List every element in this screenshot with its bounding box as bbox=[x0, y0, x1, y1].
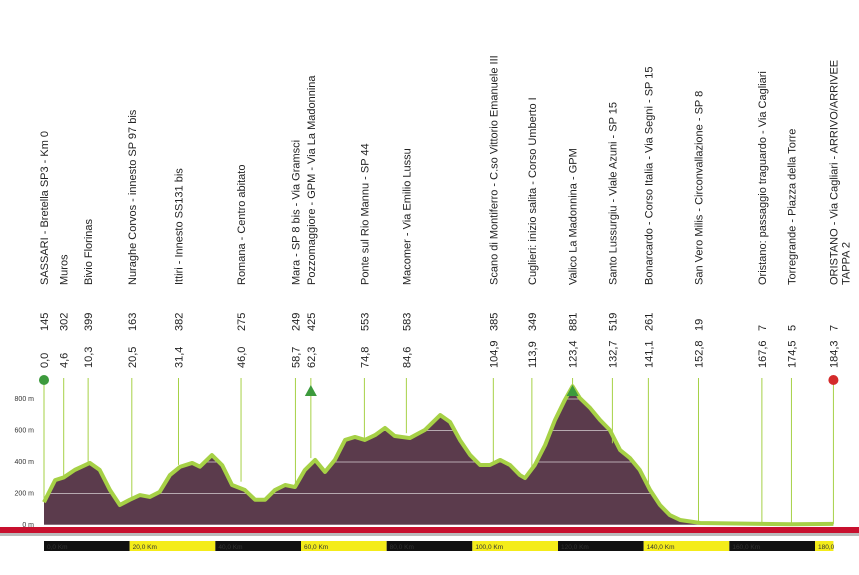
waypoint-name: Mara - SP 8 bis - Via Gramsci bbox=[290, 140, 302, 285]
scale-segment bbox=[301, 541, 387, 551]
y-tick-label: 200 m bbox=[15, 491, 35, 498]
waypoint-name: Pozzomaggiore - GPM - Via La Madonnina bbox=[306, 75, 318, 285]
ground-band bbox=[0, 527, 859, 533]
waypoint-name: Oristano: passaggio traguardo - Via Cagl… bbox=[757, 71, 769, 285]
waypoint-km: 84,6 bbox=[401, 347, 413, 368]
waypoint-altitude: 881 bbox=[568, 313, 580, 331]
waypoint-km: 0,0 bbox=[39, 353, 51, 368]
waypoint-altitude: 275 bbox=[236, 313, 248, 331]
waypoint-altitude: 7 bbox=[828, 325, 840, 331]
waypoint-altitude: 425 bbox=[306, 313, 318, 331]
ground-shadow bbox=[0, 533, 859, 536]
waypoint-name: ORISTANO - Via Cagliari - ARRIVO/ARRIVEE bbox=[828, 60, 840, 285]
waypoint-km: 123,4 bbox=[568, 340, 580, 368]
waypoint-name: Bonarcardo - Corso Italia - Via Segni - … bbox=[643, 67, 655, 286]
waypoint-altitude: 399 bbox=[83, 313, 95, 331]
y-tick-label: 0 m bbox=[22, 522, 34, 529]
waypoint-km: 167,6 bbox=[757, 340, 769, 368]
waypoint-name: Nuraghe Corvos - innesto SP 97 bis bbox=[127, 109, 139, 285]
waypoint-marker bbox=[828, 375, 839, 385]
waypoint-altitude: 163 bbox=[127, 313, 139, 331]
waypoint-altitude: 261 bbox=[643, 313, 655, 331]
waypoint-name: Romana - Centro abitato bbox=[236, 165, 248, 285]
waypoint-km: 104,9 bbox=[488, 340, 500, 368]
waypoint-name: SASSARI - Bretella SP3 - Km 0 bbox=[39, 131, 51, 285]
waypoint-name: Ittiri - Innesto SS131 bis bbox=[173, 168, 185, 285]
waypoint-name: Valico La Madonnina - GPM bbox=[568, 148, 580, 285]
scale-segment bbox=[215, 541, 301, 551]
waypoint-marker bbox=[39, 375, 49, 385]
waypoint-name: Muros bbox=[59, 254, 71, 285]
gpm-marker bbox=[566, 385, 579, 396]
waypoint-name: Santo Lussurgiu - Viale Azuni - SP 15 bbox=[607, 102, 619, 285]
x-tick-label: 120,0 Km bbox=[561, 544, 589, 551]
scale-segment bbox=[472, 541, 558, 551]
waypoint-km: 46,0 bbox=[236, 347, 248, 368]
waypoint-altitude: 519 bbox=[607, 313, 619, 331]
x-tick-label: 80,0 Km bbox=[390, 544, 414, 551]
waypoint-altitude: 553 bbox=[359, 313, 371, 331]
profile-area bbox=[44, 386, 834, 525]
scale-segment bbox=[386, 541, 473, 551]
waypoint-km: 113,9 bbox=[527, 341, 539, 368]
x-tick-label: 0,0 Km bbox=[47, 544, 68, 551]
waypoint-km: 4,6 bbox=[59, 353, 71, 368]
waypoint-altitude: 583 bbox=[401, 313, 413, 331]
y-tick-label: 400 m bbox=[15, 459, 35, 466]
waypoint-km: 132,7 bbox=[607, 340, 619, 368]
waypoint-name: Macomer - Via Emilio Lussu bbox=[401, 148, 413, 285]
x-tick-label: 140,0 Km bbox=[647, 544, 675, 551]
y-tick-label: 800 m bbox=[15, 396, 35, 403]
x-tick-label: 180,0 bbox=[818, 544, 835, 551]
waypoint-altitude: 385 bbox=[488, 313, 500, 331]
x-tick-label: 160,0 Km bbox=[732, 544, 760, 551]
scale-segment bbox=[44, 541, 130, 551]
scale-segment bbox=[129, 541, 216, 551]
waypoint-km: 184,3 bbox=[828, 340, 840, 368]
waypoint-name: Ponte sul Rio Mannu - SP 44 bbox=[359, 143, 371, 285]
waypoint-km: 10,3 bbox=[83, 347, 95, 368]
y-tick-label: 600 m bbox=[15, 428, 35, 435]
scale-segment bbox=[558, 541, 644, 551]
waypoint-km: 31,4 bbox=[173, 347, 185, 368]
x-tick-label: 60,0 Km bbox=[304, 544, 328, 551]
waypoint-stage: TAPPA 2 bbox=[840, 242, 852, 285]
waypoint-name: Bivio Florinas bbox=[83, 218, 95, 285]
waypoint-altitude: 382 bbox=[173, 313, 185, 331]
waypoint-name: San Vero Milis - Circonvallazione - SP 8 bbox=[693, 91, 705, 285]
waypoint-altitude: 7 bbox=[757, 325, 769, 331]
waypoint-km: 141,1 bbox=[643, 340, 655, 368]
waypoint-altitude: 302 bbox=[59, 313, 71, 331]
x-tick-label: 40,0 Km bbox=[218, 544, 242, 551]
waypoint-altitude: 5 bbox=[786, 325, 798, 331]
waypoint-altitude: 145 bbox=[39, 313, 51, 331]
x-tick-label: 20,0 Km bbox=[133, 544, 157, 551]
waypoint-altitude: 249 bbox=[290, 313, 302, 331]
waypoint-km: 74,8 bbox=[359, 347, 371, 368]
scale-segment bbox=[643, 541, 730, 551]
waypoint-km: 58,7 bbox=[290, 347, 302, 368]
waypoint-name: Scano di Montiferro - C.so Vittorio Eman… bbox=[488, 55, 500, 285]
waypoint-km: 62,3 bbox=[306, 347, 318, 368]
gpm-marker bbox=[304, 385, 317, 396]
waypoint-km: 152,8 bbox=[693, 340, 705, 368]
profile-line bbox=[42, 384, 834, 527]
waypoint-altitude: 19 bbox=[693, 319, 705, 331]
waypoint-altitude: 349 bbox=[527, 313, 539, 331]
waypoint-name: Torregrande - Piazza della Torre bbox=[786, 129, 798, 285]
waypoint-km: 20,5 bbox=[127, 347, 139, 368]
waypoint-name: Cuglieri: inizio salita - Corso Umberto … bbox=[527, 97, 539, 285]
scale-segment bbox=[729, 541, 815, 551]
waypoint-km: 174,5 bbox=[786, 340, 798, 368]
x-tick-label: 100,0 Km bbox=[475, 544, 503, 551]
scale-segment bbox=[815, 541, 834, 551]
